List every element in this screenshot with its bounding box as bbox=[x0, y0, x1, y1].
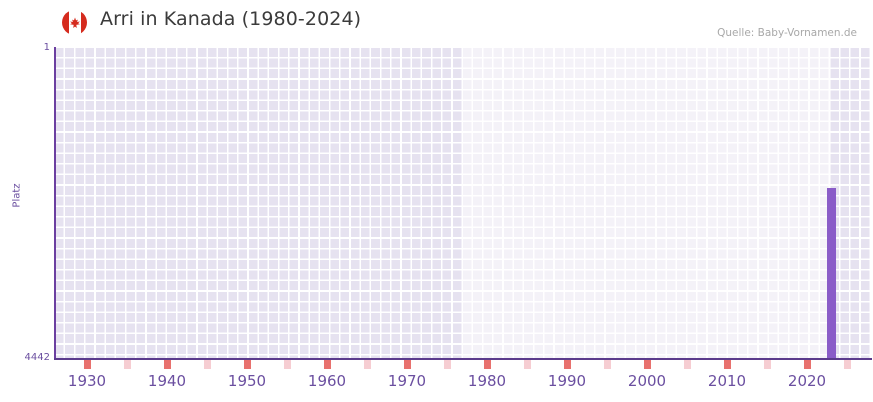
chart-bar[interactable] bbox=[826, 187, 836, 359]
x-axis-tickmark bbox=[163, 360, 171, 369]
x-axis-year-tickmarks bbox=[55, 360, 871, 369]
x-axis-tickmark bbox=[683, 360, 691, 369]
x-axis-tickmark bbox=[323, 360, 331, 369]
canada-flag-icon bbox=[62, 10, 87, 35]
x-axis-tick-label: 1930 bbox=[67, 372, 107, 390]
x-axis-tickmark bbox=[403, 360, 411, 369]
x-axis-tick-label: 1960 bbox=[307, 372, 347, 390]
x-axis-tickmark bbox=[443, 360, 451, 369]
x-axis-tick-label: 1940 bbox=[147, 372, 187, 390]
x-axis-tick-label: 1980 bbox=[467, 372, 507, 390]
source-attribution: Quelle: Baby-Vornamen.de bbox=[717, 27, 857, 39]
x-axis-tickmark bbox=[203, 360, 211, 369]
x-axis-line bbox=[54, 358, 872, 360]
x-axis-tickmark bbox=[843, 360, 851, 369]
x-axis-tickmark bbox=[283, 360, 291, 369]
x-axis-tick-label: 1990 bbox=[547, 372, 587, 390]
y-axis-label: Platz bbox=[11, 183, 23, 208]
x-axis-tickmark bbox=[483, 360, 491, 369]
flag-band-right bbox=[80, 10, 87, 35]
x-axis-tick-label: 1970 bbox=[387, 372, 427, 390]
x-axis-tickmark bbox=[803, 360, 811, 369]
y-axis-tick-bottom: 4442 bbox=[24, 352, 50, 363]
x-axis-tickmark bbox=[83, 360, 91, 369]
x-axis-tickmark bbox=[243, 360, 251, 369]
plot-shaded-region bbox=[463, 48, 831, 359]
x-axis-tickmark bbox=[723, 360, 731, 369]
x-axis-tick-label: 2000 bbox=[627, 372, 667, 390]
x-axis-tickmark bbox=[563, 360, 571, 369]
page-title: Arri in Kanada (1980-2024) bbox=[100, 8, 362, 30]
x-axis-tickmark bbox=[363, 360, 371, 369]
x-axis-tickmark bbox=[123, 360, 131, 369]
x-axis-tick-label: 1950 bbox=[227, 372, 267, 390]
maple-leaf-icon bbox=[69, 17, 80, 28]
chart-header: Arri in Kanada (1980-2024) Quelle: Baby-… bbox=[0, 0, 873, 44]
y-axis-line bbox=[54, 47, 56, 360]
x-axis-tickmark bbox=[523, 360, 531, 369]
y-axis-tick-top: 1 bbox=[43, 42, 50, 53]
x-axis-tickmark bbox=[763, 360, 771, 369]
flag-band-left bbox=[62, 10, 69, 35]
x-axis-tickmark bbox=[643, 360, 651, 369]
plot-area bbox=[55, 48, 871, 359]
x-axis-tick-label: 2010 bbox=[707, 372, 747, 390]
x-axis-tickmark bbox=[603, 360, 611, 369]
x-axis-tick-label: 2020 bbox=[787, 372, 827, 390]
